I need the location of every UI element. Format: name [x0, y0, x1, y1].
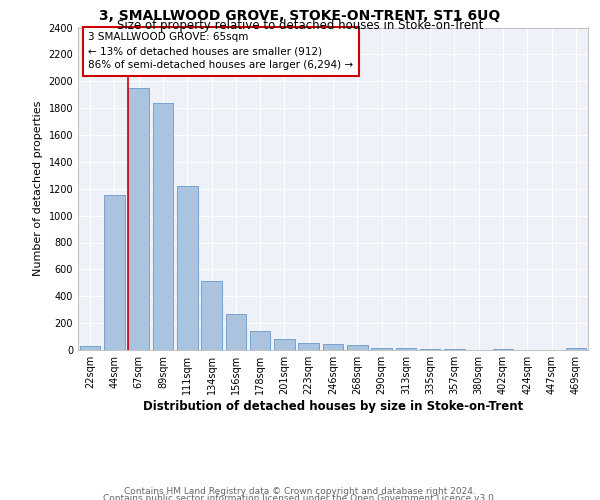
- Bar: [566, 348, 586, 350]
- Bar: [395, 348, 416, 350]
- Bar: [226, 314, 246, 350]
- Y-axis label: Number of detached properties: Number of detached properties: [33, 101, 43, 276]
- Text: 3, SMALLWOOD GROVE, STOKE-ON-TRENT, ST1 6UQ: 3, SMALLWOOD GROVE, STOKE-ON-TRENT, ST1 …: [100, 9, 500, 23]
- X-axis label: Distribution of detached houses by size in Stoke-on-Trent: Distribution of detached houses by size …: [143, 400, 523, 413]
- Bar: [104, 196, 125, 350]
- Bar: [347, 344, 368, 350]
- Bar: [128, 88, 149, 350]
- Text: Contains public sector information licensed under the Open Government Licence v3: Contains public sector information licen…: [103, 494, 497, 500]
- Bar: [323, 344, 343, 350]
- Bar: [298, 344, 319, 350]
- Bar: [250, 331, 271, 350]
- Bar: [152, 104, 173, 350]
- Text: 3 SMALLWOOD GROVE: 65sqm
← 13% of detached houses are smaller (912)
86% of semi-: 3 SMALLWOOD GROVE: 65sqm ← 13% of detach…: [88, 32, 353, 70]
- Bar: [274, 339, 295, 350]
- Bar: [80, 346, 100, 350]
- Text: Size of property relative to detached houses in Stoke-on-Trent: Size of property relative to detached ho…: [117, 19, 483, 32]
- Bar: [201, 282, 222, 350]
- Bar: [420, 349, 440, 350]
- Text: Contains HM Land Registry data © Crown copyright and database right 2024.: Contains HM Land Registry data © Crown c…: [124, 486, 476, 496]
- Bar: [177, 186, 197, 350]
- Bar: [371, 348, 392, 350]
